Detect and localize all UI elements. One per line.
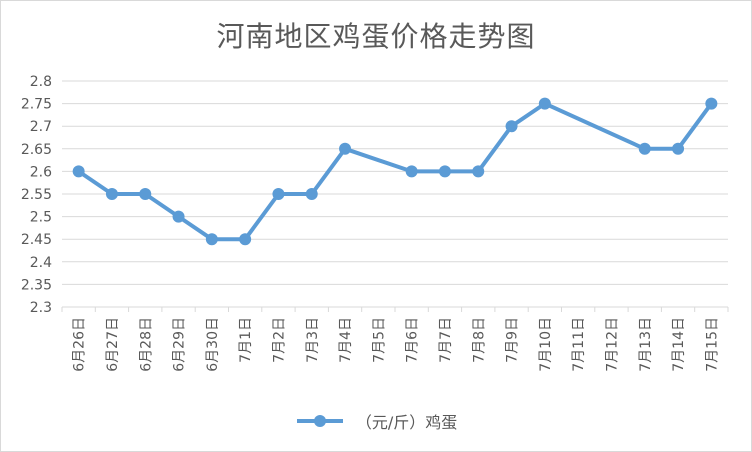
data-point-18 <box>672 142 685 155</box>
x-tick-label-9: 7月5日 <box>371 317 387 363</box>
data-point-14 <box>538 97 551 110</box>
y-tick-label-1: 2.35 <box>21 277 52 293</box>
x-tick-label-10: 7月6日 <box>405 317 421 363</box>
x-tick-label-7: 7月3日 <box>305 317 321 363</box>
y-tick-label-6: 2.6 <box>30 164 52 180</box>
y-tick-label-8: 2.7 <box>30 119 52 135</box>
x-tick-label-17: 7月13日 <box>638 317 654 372</box>
x-tick-label-14: 7月10日 <box>538 317 554 372</box>
y-tick-label-10: 2.8 <box>30 74 52 90</box>
y-tick-label-9: 2.75 <box>21 97 52 113</box>
x-tick-label-1: 6月27日 <box>105 317 121 372</box>
chart-title: 河南地区鸡蛋价格走势图 <box>216 20 536 53</box>
y-tick-label-5: 2.55 <box>21 187 52 203</box>
x-tick-label-3: 6月29日 <box>172 317 188 372</box>
legend-marker <box>296 415 343 427</box>
x-tick-label-19: 7月15日 <box>704 317 720 372</box>
data-point-0 <box>72 165 85 178</box>
x-tick-label-8: 7月4日 <box>338 317 354 363</box>
x-tick-label-2: 6月28日 <box>138 317 154 372</box>
x-tick-label-18: 7月14日 <box>671 317 687 372</box>
x-tick-label-15: 7月11日 <box>571 317 587 372</box>
data-point-6 <box>272 188 285 200</box>
legend-label: （元/斤）鸡蛋 <box>355 413 458 432</box>
data-point-7 <box>305 188 318 200</box>
data-point-2 <box>139 188 152 200</box>
x-tick-label-16: 7月12日 <box>604 317 620 372</box>
x-tick-label-12: 7月8日 <box>471 317 487 363</box>
data-point-3 <box>172 210 185 223</box>
y-tick-label-4: 2.5 <box>30 210 52 226</box>
x-tick-label-5: 7月1日 <box>238 317 254 363</box>
data-point-5 <box>239 233 252 246</box>
data-point-12 <box>472 165 485 178</box>
x-tick-label-6: 7月2日 <box>271 317 287 363</box>
x-tick-label-0: 6月26日 <box>72 317 88 372</box>
x-tick-label-4: 6月30日 <box>205 317 221 372</box>
data-point-8 <box>339 142 352 155</box>
legend: （元/斤）鸡蛋 <box>1 409 751 433</box>
x-tick-label-13: 7月9日 <box>505 317 521 363</box>
data-point-11 <box>438 165 451 178</box>
data-point-1 <box>105 188 118 200</box>
data-point-13 <box>505 120 518 133</box>
y-tick-label-7: 2.65 <box>21 142 52 158</box>
data-point-17 <box>638 142 651 155</box>
y-tick-label-3: 2.45 <box>21 232 52 248</box>
data-point-10 <box>405 165 418 178</box>
y-tick-label-0: 2.3 <box>30 300 52 316</box>
data-point-19 <box>705 97 718 110</box>
y-tick-label-2: 2.4 <box>30 255 52 271</box>
data-point-4 <box>205 233 218 246</box>
x-tick-label-11: 7月7日 <box>438 317 454 363</box>
